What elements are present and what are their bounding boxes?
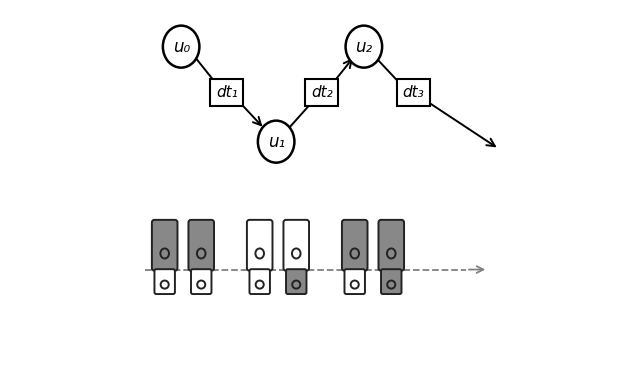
Ellipse shape [163,26,200,68]
FancyBboxPatch shape [286,269,307,294]
Text: u₂: u₂ [355,37,372,56]
Ellipse shape [292,249,301,259]
FancyBboxPatch shape [211,79,243,106]
FancyBboxPatch shape [154,269,175,294]
FancyBboxPatch shape [344,269,365,294]
FancyBboxPatch shape [152,220,177,271]
Ellipse shape [387,280,396,289]
Ellipse shape [292,280,300,289]
FancyBboxPatch shape [247,220,273,271]
FancyBboxPatch shape [188,220,214,271]
Ellipse shape [346,26,382,68]
Text: u₁: u₁ [268,133,285,151]
FancyBboxPatch shape [305,79,339,106]
Ellipse shape [387,249,396,259]
FancyBboxPatch shape [284,220,309,271]
FancyBboxPatch shape [191,269,211,294]
Ellipse shape [351,280,359,289]
Ellipse shape [258,121,294,162]
FancyBboxPatch shape [342,220,367,271]
Ellipse shape [161,280,169,289]
FancyBboxPatch shape [381,269,401,294]
Text: dt₂: dt₂ [311,85,333,100]
Text: u₀: u₀ [173,37,189,56]
Ellipse shape [197,280,205,289]
Ellipse shape [351,249,359,259]
Ellipse shape [255,249,264,259]
Text: dt₁: dt₁ [216,85,237,100]
Text: dt₃: dt₃ [403,85,424,100]
FancyBboxPatch shape [378,220,404,271]
FancyBboxPatch shape [250,269,270,294]
FancyBboxPatch shape [397,79,429,106]
Ellipse shape [197,249,205,259]
Ellipse shape [161,249,169,259]
Ellipse shape [255,280,264,289]
